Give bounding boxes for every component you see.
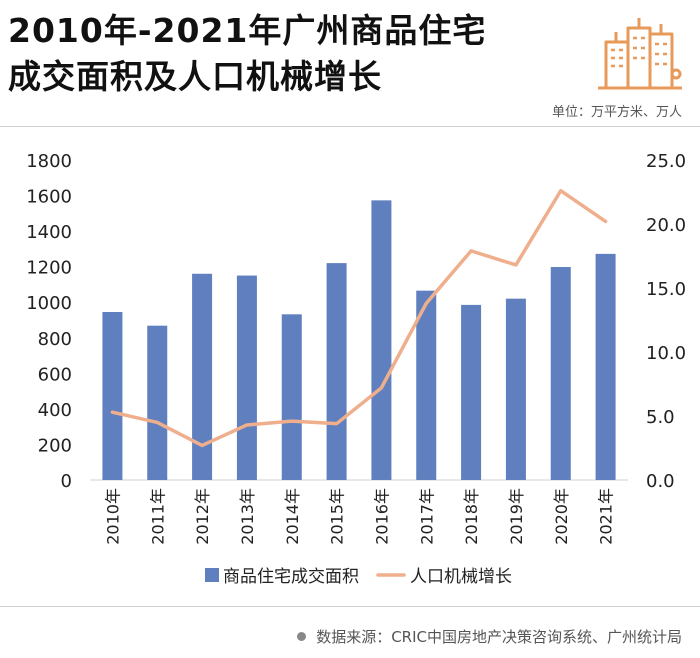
y-left-tick-label: 1600 bbox=[26, 187, 72, 208]
bar-2018年 bbox=[461, 304, 482, 480]
unit-label: 单位：万平方米、万人 bbox=[551, 105, 682, 120]
line-series-population bbox=[110, 188, 608, 448]
bar-2021年 bbox=[595, 253, 616, 480]
bar-2015年 bbox=[326, 263, 347, 480]
bar-2016年 bbox=[371, 200, 392, 480]
x-tick-label: 2018年 bbox=[462, 488, 481, 545]
y-left-tick-label: 1200 bbox=[26, 258, 72, 279]
y-right-tick-label: 20.0 bbox=[646, 215, 686, 236]
y-left-tick-label: 1800 bbox=[26, 151, 72, 172]
title-line-2: 成交面积及人口机械增长 bbox=[8, 57, 382, 96]
bar-2020年 bbox=[550, 267, 571, 480]
bar-2019年 bbox=[505, 298, 526, 480]
x-tick-label: 2015年 bbox=[328, 488, 347, 545]
y-right-tick-label: 0.0 bbox=[646, 471, 675, 492]
y-left-tick-label: 1000 bbox=[26, 293, 72, 314]
bottom-divider bbox=[0, 606, 700, 607]
x-tick-label: 2011年 bbox=[148, 488, 167, 545]
title-line-1: 2010年-2021年广州商品住宅 bbox=[8, 11, 487, 50]
bar-2011年 bbox=[147, 325, 168, 480]
y-left-tick-label: 200 bbox=[38, 435, 72, 456]
y-left-tick-label: 0 bbox=[61, 471, 72, 492]
legend-bar-swatch bbox=[205, 568, 219, 582]
x-tick-label: 2020年 bbox=[552, 488, 571, 545]
x-tick-label: 2017年 bbox=[417, 488, 436, 545]
chart-title: 2010年-2021年广州商品住宅 成交面积及人口机械增长 bbox=[8, 8, 486, 100]
x-tick-label: 2010年 bbox=[103, 488, 122, 545]
bar-2014年 bbox=[281, 314, 302, 480]
y-left-tick-label: 800 bbox=[38, 329, 72, 350]
y-right-tick-label: 10.0 bbox=[646, 343, 686, 364]
bar-2013年 bbox=[236, 275, 257, 480]
legend-line-label: 人口机械增长 bbox=[410, 567, 512, 587]
bar-2010年 bbox=[102, 312, 123, 480]
x-tick-label: 2012年 bbox=[193, 488, 212, 545]
x-tick-label: 2016年 bbox=[372, 488, 391, 545]
source-text: 数据来源：CRIC中国房地产决策咨询系统、广州统计局 bbox=[316, 628, 682, 646]
legend-bar-label: 商品住宅成交面积 bbox=[223, 567, 359, 587]
y-right-tick-label: 25.0 bbox=[646, 151, 686, 172]
top-divider bbox=[0, 126, 700, 127]
y-left-tick-label: 600 bbox=[38, 364, 72, 385]
source-note: 数据来源：CRIC中国房地产决策咨询系统、广州统计局 bbox=[297, 626, 682, 647]
bar-2012年 bbox=[192, 273, 213, 480]
x-tick-label: 2021年 bbox=[597, 488, 616, 545]
y-right-tick-label: 15.0 bbox=[646, 279, 686, 300]
combo-chart: 0 200 400 600 800 1000 1200 1400 1600 1800 0.0 5.0 1… bbox=[26, 151, 686, 587]
x-tick-label: 2019年 bbox=[507, 488, 526, 545]
city-buildings-icon bbox=[598, 18, 682, 90]
y-left-tick-label: 400 bbox=[38, 400, 72, 421]
y-left-tick-label: 1400 bbox=[26, 222, 72, 243]
bullet-dot-icon bbox=[297, 632, 307, 641]
y-right-tick-label: 5.0 bbox=[646, 407, 675, 428]
bar-2017年 bbox=[416, 290, 437, 480]
x-tick-label: 2013年 bbox=[238, 488, 257, 545]
x-tick-label: 2014年 bbox=[283, 488, 302, 545]
